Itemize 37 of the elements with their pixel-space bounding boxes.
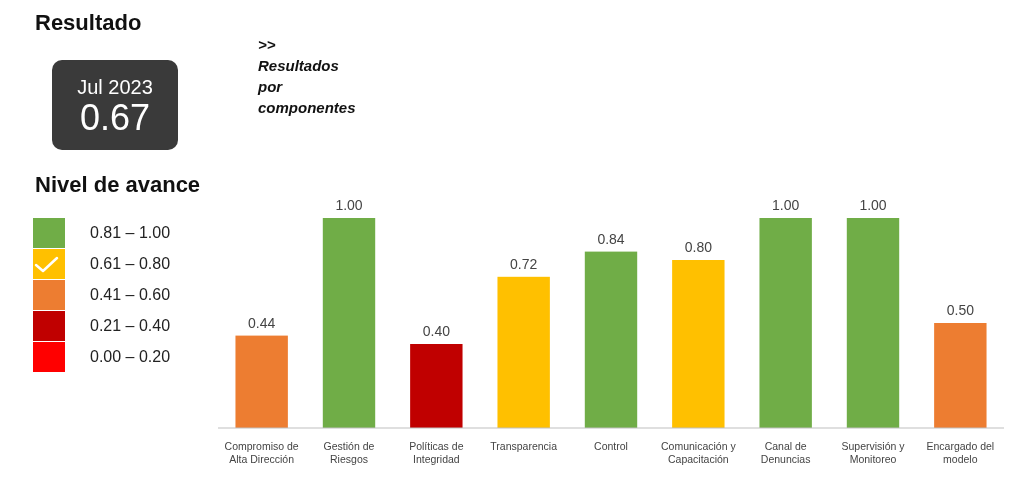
data-label: 1.00	[859, 197, 887, 213]
x-tick-label: Comunicación y Capacitación	[660, 440, 737, 465]
text: 0.67	[79, 97, 151, 138]
legend-label: 0.21 – 0.40	[90, 317, 171, 334]
data-label: 0.72	[510, 255, 538, 272]
bar	[846, 218, 900, 428]
bar	[584, 251, 638, 428]
data-label: 0.80	[684, 239, 713, 255]
x-tick-label: Transparencia	[490, 440, 558, 452]
data-label: 0.84	[597, 230, 625, 247]
x-tick-label: Encargado del modelo	[926, 440, 995, 465]
chart-subtitle: >> Resultados por componentes	[257, 36, 356, 116]
text: Jul 2023	[77, 76, 153, 98]
x-tick-label: Políticas de Integridad	[409, 440, 464, 465]
bar	[759, 218, 812, 428]
x-tick-label: Supervisión y Monitoreo	[841, 440, 906, 465]
data-label: 1.00	[335, 197, 363, 213]
legend-label: 0.00 – 0.20	[90, 348, 171, 365]
x-tick-label: Compromiso de Alta Dirección	[224, 440, 299, 465]
bar	[322, 218, 376, 428]
bar	[497, 276, 550, 428]
data-label: 0.40	[422, 323, 451, 339]
x-tick-label: Gestión de Riesgos	[323, 440, 375, 465]
legend-label: 0.41 – 0.60	[90, 286, 171, 303]
bar	[235, 335, 288, 428]
data-label: 0.44	[248, 314, 276, 331]
bar	[410, 344, 463, 428]
legend-title: Nivel de avance	[35, 172, 201, 197]
data-label: 1.00	[772, 197, 800, 213]
text: Resultado	[35, 10, 142, 35]
bar	[672, 260, 725, 428]
data-label: 0.50	[946, 302, 975, 318]
x-tick-label: Control	[594, 440, 628, 452]
legend-label: 0.81 – 1.00	[90, 224, 171, 241]
bar	[934, 323, 987, 428]
x-tick-label: Canal de Denuncias	[760, 440, 811, 465]
legend-label: 0.61 – 0.80	[90, 255, 171, 272]
